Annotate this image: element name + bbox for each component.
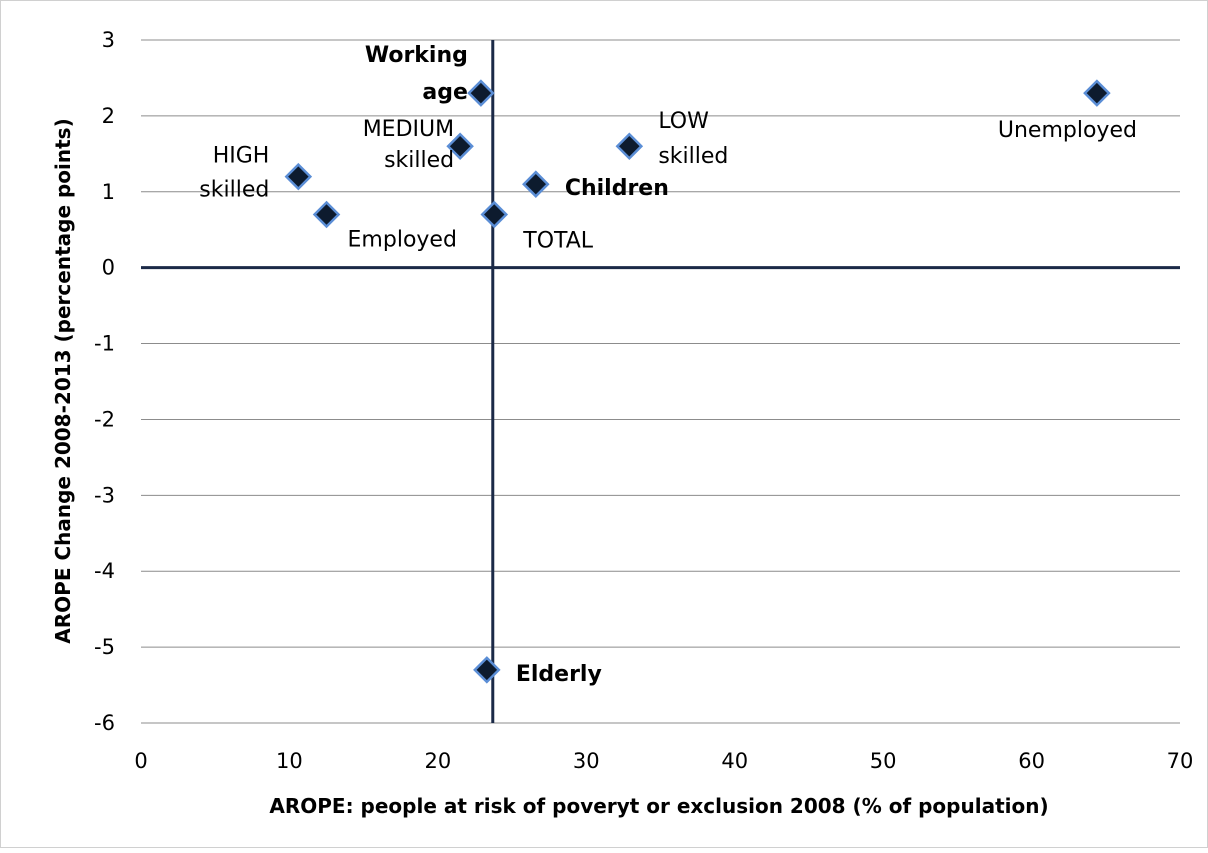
y-tick-label: -3 — [94, 483, 115, 507]
x-tick-label: 40 — [721, 749, 748, 773]
y-tick-label: -1 — [94, 332, 115, 356]
data-point-marker — [467, 79, 495, 107]
x-tick-label: 60 — [1018, 749, 1045, 773]
reference-lines — [141, 40, 1180, 723]
y-tick-label: 0 — [102, 256, 115, 280]
y-tick-label: -4 — [94, 559, 115, 583]
data-point-label: MEDIUM skilled — [363, 117, 454, 173]
x-axis-ticks: 0 10 20 30 40 50 60 70 — [134, 749, 1193, 773]
data-point-label: Children — [565, 176, 669, 201]
y-tick-label: -6 — [94, 711, 115, 735]
y-tick-label: 3 — [102, 28, 115, 52]
y-tick-label: -5 — [94, 635, 115, 659]
data-point-label: Working age — [365, 43, 468, 105]
y-axis-title: AROPE Change 2008-2013 (percentage point… — [51, 118, 75, 643]
x-tick-label: 30 — [573, 749, 600, 773]
data-point-marker — [446, 132, 474, 161]
data-point-label: Elderly — [516, 662, 602, 687]
data-point-label: HIGH skilled — [199, 144, 269, 203]
data-point-marker — [312, 200, 341, 229]
x-tick-label: 50 — [870, 749, 897, 773]
data-point-marker — [522, 170, 550, 198]
data-point-label: Unemployed — [998, 118, 1137, 143]
data-point-marker — [1083, 79, 1111, 107]
x-tick-label: 10 — [276, 749, 303, 773]
data-point-label: LOW skilled — [658, 109, 728, 169]
data-point-marker — [480, 200, 509, 229]
data-points — [284, 79, 1111, 684]
data-point-marker — [615, 132, 644, 161]
y-tick-label: 1 — [102, 180, 115, 204]
x-tick-label: 70 — [1167, 749, 1194, 773]
data-point-label: Employed — [348, 228, 457, 253]
data-point-marker — [284, 162, 313, 191]
x-axis-title: AROPE: people at risk of poveryt or excl… — [269, 794, 1048, 818]
data-labels: Working age MEDIUM skilled HIGH skilled Employ… — [199, 43, 1137, 687]
y-tick-label: 2 — [102, 104, 115, 128]
x-tick-label: 0 — [134, 749, 147, 773]
data-point-label: TOTAL — [522, 229, 594, 254]
grid-lines — [141, 39, 1180, 724]
x-tick-label: 20 — [424, 749, 451, 773]
y-tick-label: -2 — [94, 407, 115, 431]
y-axis-ticks: 3 2 1 0 -1 -2 -3 -4 -5 -6 — [94, 28, 115, 735]
data-point-marker — [473, 656, 501, 684]
